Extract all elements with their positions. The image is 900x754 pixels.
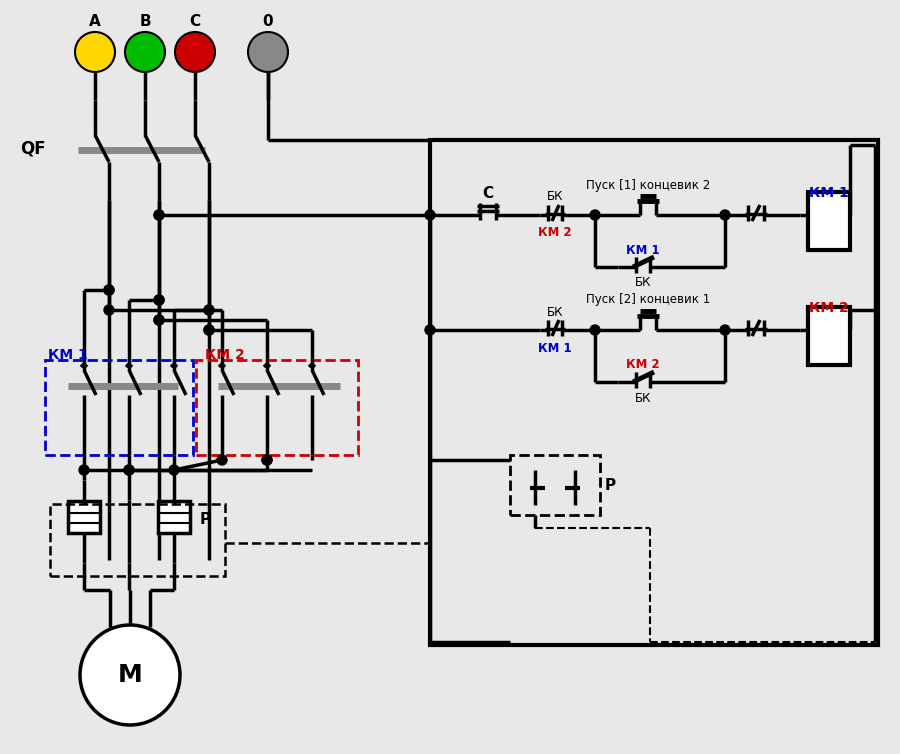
Circle shape [154,210,164,220]
Circle shape [720,210,730,220]
Text: КМ 1: КМ 1 [48,348,88,362]
Text: Пуск [1] концевик 2: Пуск [1] концевик 2 [586,179,710,192]
Circle shape [720,325,730,335]
Bar [196,360,358,455]
Circle shape [79,465,89,475]
Text: БК: БК [547,305,563,318]
Circle shape [124,465,134,475]
Circle shape [104,285,114,295]
Circle shape [204,325,214,335]
Text: B: B [140,14,151,29]
Text: Пуск [2] концевик 1: Пуск [2] концевик 1 [586,293,710,306]
Bar [430,140,878,645]
Circle shape [169,465,179,475]
Circle shape [590,210,600,220]
Bar [50,504,225,576]
Text: КМ 1: КМ 1 [809,186,849,200]
Text: QF: QF [20,139,46,157]
Bar [158,501,190,533]
Bar [68,501,100,533]
Text: БК: БК [634,277,652,290]
Text: КМ 1: КМ 1 [538,342,572,354]
Circle shape [425,325,435,335]
Circle shape [217,455,227,465]
Circle shape [204,305,214,315]
Circle shape [154,210,164,220]
Text: C: C [482,185,493,201]
Bar [45,360,193,455]
Circle shape [80,625,180,725]
Circle shape [154,295,164,305]
Circle shape [262,455,272,465]
Bar [808,307,850,365]
Text: БК: БК [547,191,563,204]
Bar [510,455,600,515]
Text: P: P [605,477,617,492]
Circle shape [204,325,214,335]
Text: КМ 2: КМ 2 [809,301,849,315]
Circle shape [154,315,164,325]
Text: КМ 2: КМ 2 [538,226,572,240]
Text: БК: БК [634,391,652,404]
Circle shape [204,305,214,315]
Text: КМ 1: КМ 1 [626,244,660,256]
Circle shape [425,210,435,220]
Text: КМ 2: КМ 2 [205,348,245,362]
Circle shape [104,285,114,295]
Text: КМ 2: КМ 2 [626,358,660,372]
Circle shape [175,32,215,72]
Circle shape [590,325,600,335]
Circle shape [154,315,164,325]
Text: M: M [118,663,142,687]
Circle shape [124,465,134,475]
Circle shape [262,455,272,465]
Bar [808,192,850,250]
Circle shape [125,32,165,72]
Circle shape [154,295,164,305]
Circle shape [75,32,115,72]
Text: C: C [189,14,201,29]
Text: P: P [200,513,212,528]
Circle shape [248,32,288,72]
Text: A: A [89,14,101,29]
Circle shape [104,305,114,315]
Text: 0: 0 [263,14,274,29]
